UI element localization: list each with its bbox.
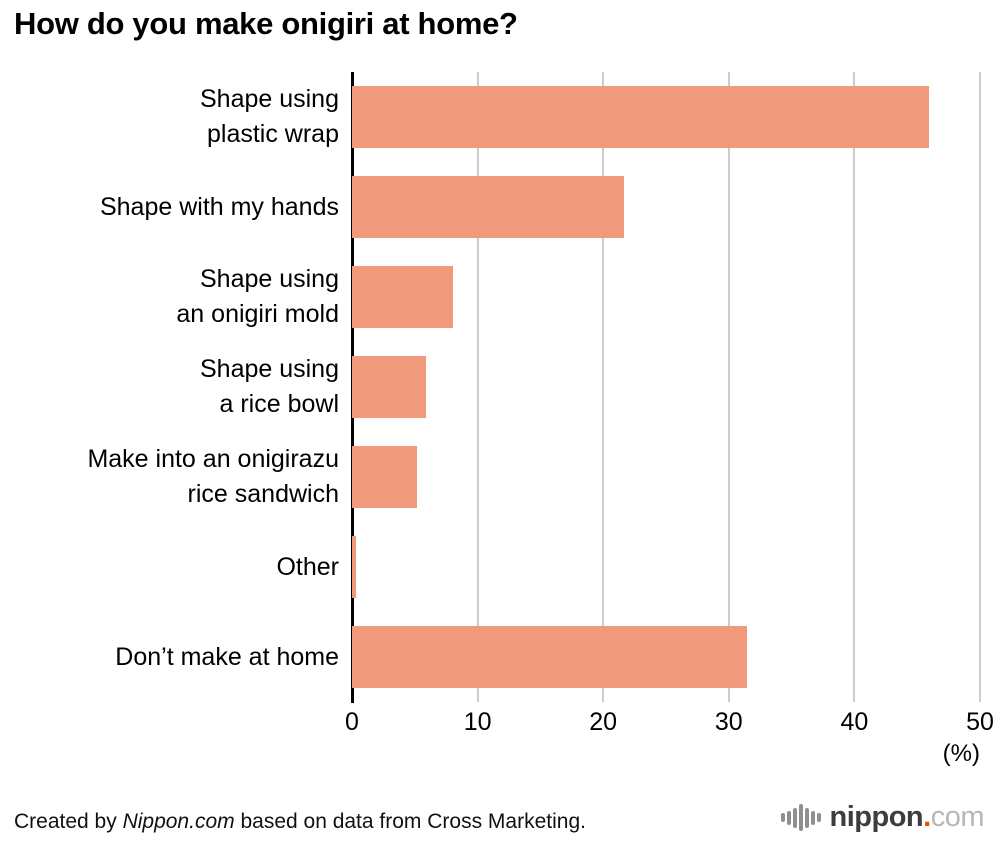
chart-rows: Shape using plastic wrap Shape with my ha… [0, 72, 1000, 702]
logo-dot: . [923, 801, 931, 833]
category-label: Make into an onigirazu rice sandwich [87, 445, 339, 508]
category-label: Shape using an onigiri mold [176, 265, 339, 328]
category-label: Shape using plastic wrap [199, 85, 339, 148]
gridline [602, 72, 605, 702]
soundwave-bar [793, 807, 797, 828]
bar [352, 536, 356, 598]
chart-title: How do you make onigiri at home? [14, 6, 518, 41]
bar [352, 176, 625, 238]
bar-chart: Shape using plastic wrap Shape with my ha… [0, 72, 1000, 772]
x-tick-label: 50 [966, 708, 994, 736]
bar [352, 446, 417, 508]
x-tick-label: 10 [463, 708, 492, 736]
soundwave-bar [799, 804, 803, 831]
chart-row: Other [0, 522, 1000, 612]
chart-row: Shape using plastic wrap [0, 72, 1000, 162]
bar-zone [352, 176, 1000, 238]
gridline [853, 72, 856, 702]
gridline [476, 72, 479, 702]
plot-area: Shape using plastic wrap Shape with my ha… [0, 72, 1000, 703]
x-tick-label: 20 [589, 708, 618, 736]
x-axis-unit-label: (%) [942, 740, 980, 767]
chart-row: Don’t make at home [0, 612, 1000, 702]
chart-row: Shape with my hands [0, 162, 1000, 252]
x-axis-ticks: 0 10 20 30 40 50 [345, 708, 994, 738]
soundwave-bar [811, 810, 815, 825]
soundwave-bar [805, 807, 809, 828]
soundwave-bar [817, 813, 821, 822]
bar-zone [352, 626, 1000, 688]
x-tick-label: 30 [714, 708, 743, 736]
soundwave-bar [787, 810, 791, 825]
chart-row: Shape using an onigiri mold [0, 252, 1000, 342]
soundwave-icon [781, 804, 821, 831]
chart-row: Shape using a rice bowl [0, 342, 1000, 432]
bar-zone [352, 356, 1000, 418]
bar [352, 626, 748, 688]
bar-zone [352, 266, 1000, 328]
credit-suffix: based on data from Cross Marketing. [234, 810, 586, 833]
bar-zone [352, 536, 1000, 598]
category-label: Shape with my hands [99, 192, 339, 221]
gridlines [352, 72, 981, 702]
gridline [727, 72, 730, 702]
chart-row: Make into an onigirazu rice sandwich [0, 432, 1000, 522]
category-label: Don’t make at home [115, 642, 339, 671]
logo-tld: com [930, 801, 985, 833]
x-tick-label: 0 [345, 708, 359, 736]
soundwave-bar [781, 813, 785, 822]
category-label: Shape using a rice bowl [199, 355, 339, 418]
logo-name: nippon [829, 801, 924, 833]
bar-zone [352, 446, 1000, 508]
category-label: Other [276, 552, 339, 581]
nippon-com-logo: nippon.com [781, 801, 985, 834]
credit-text: Created by Nippon.com based on data from… [14, 810, 586, 834]
gridline [979, 72, 981, 702]
logo-wordmark: nippon.com [830, 801, 985, 834]
bar [352, 266, 454, 328]
x-tick-label: 40 [840, 708, 869, 736]
credit-source: Nippon.com [122, 810, 235, 833]
credit-prefix: Created by [14, 810, 123, 833]
bar-zone [352, 86, 1000, 148]
bar [352, 356, 426, 418]
bar [352, 86, 929, 148]
